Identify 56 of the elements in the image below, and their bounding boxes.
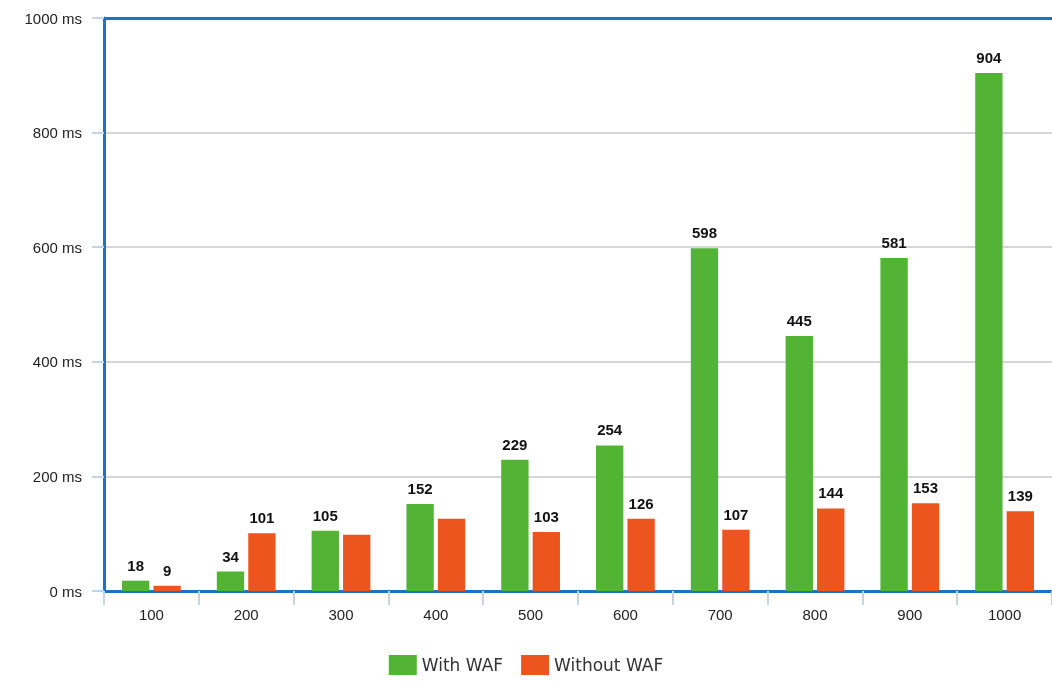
bar — [785, 336, 813, 591]
bar — [975, 73, 1003, 591]
x-tick-label: 300 — [328, 606, 354, 623]
data-label: 9 — [162, 561, 172, 579]
data-label: 904 — [976, 49, 1003, 67]
bar — [817, 508, 845, 591]
x-tick-label: 200 — [233, 606, 259, 623]
x-tick-label: 800 — [802, 606, 828, 623]
bar — [501, 459, 529, 591]
bar — [532, 531, 560, 591]
legend-label: With WAF — [421, 655, 504, 675]
data-label: 103 — [533, 507, 559, 525]
bar — [690, 248, 719, 591]
y-tick-label: 800 ms — [32, 124, 82, 142]
data-label: 144 — [818, 484, 844, 502]
x-tick-label: 1000 — [987, 606, 1022, 623]
bar — [596, 445, 624, 591]
data-label: 229 — [502, 435, 528, 453]
data-label: 581 — [881, 234, 907, 252]
bar — [911, 503, 940, 591]
y-tick-label: 200 ms — [32, 467, 82, 485]
data-label: 18 — [127, 556, 145, 574]
bar — [406, 503, 434, 591]
bar — [122, 580, 150, 591]
y-tick-label: 0 ms — [49, 582, 82, 600]
y-tick-label: 600 ms — [32, 238, 82, 256]
bar — [153, 585, 181, 591]
bar — [248, 533, 276, 591]
data-label: 153 — [913, 479, 939, 497]
bar — [722, 529, 750, 591]
data-label: 445 — [786, 312, 812, 330]
data-label: 139 — [1007, 487, 1033, 505]
data-label: 105 — [312, 506, 338, 524]
data-label: 254 — [597, 421, 623, 439]
data-label: 107 — [723, 505, 749, 523]
bar — [437, 518, 466, 591]
bar — [311, 530, 339, 591]
data-label: 598 — [691, 224, 717, 242]
x-tick-label: 500 — [518, 606, 544, 623]
x-tick-label: 100 — [138, 606, 164, 623]
data-label: 152 — [407, 479, 433, 497]
legend-label: Without WAF — [554, 655, 664, 675]
data-label: 126 — [628, 494, 654, 512]
bar — [216, 571, 245, 591]
bar — [1006, 511, 1034, 591]
x-tick-label: 700 — [707, 606, 733, 623]
bar — [343, 534, 371, 591]
data-label: 34 — [222, 547, 240, 565]
data-label: 101 — [249, 509, 275, 527]
y-tick-label: 400 ms — [32, 353, 82, 371]
x-tick-label: 600 — [612, 606, 638, 623]
bar — [627, 518, 655, 591]
x-tick-label: 400 — [423, 606, 449, 623]
bar — [880, 258, 908, 591]
y-tick-label: 1000 ms — [24, 9, 82, 27]
x-tick-label: 900 — [897, 606, 923, 623]
